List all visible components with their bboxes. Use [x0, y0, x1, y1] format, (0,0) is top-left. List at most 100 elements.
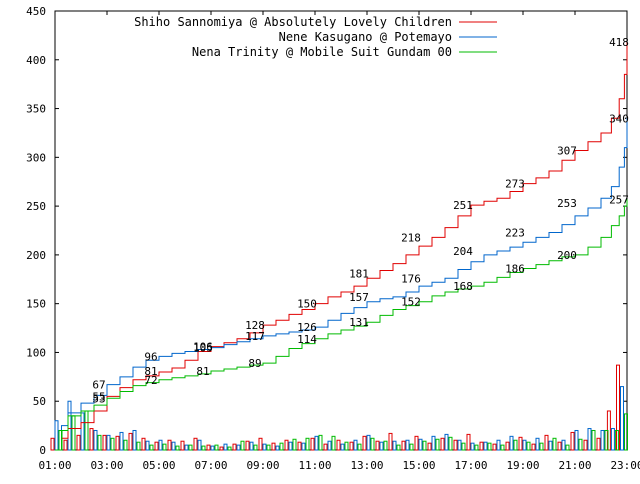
- bar: [624, 413, 628, 451]
- data-label: 251: [453, 199, 473, 212]
- bar: [292, 438, 297, 451]
- bar: [422, 440, 427, 451]
- bar: [223, 443, 228, 451]
- data-label: 131: [349, 316, 369, 329]
- data-label: 218: [401, 231, 421, 244]
- bar: [249, 441, 254, 451]
- data-label: 55: [92, 390, 105, 403]
- y-tick-label: 100: [26, 346, 46, 359]
- data-label: 150: [297, 298, 317, 311]
- bar: [297, 441, 302, 451]
- bar: [184, 444, 189, 451]
- data-label: 418: [609, 36, 629, 49]
- data-label: 204: [453, 245, 473, 258]
- y-tick-label: 0: [39, 444, 46, 457]
- bar: [318, 434, 323, 451]
- bar: [271, 442, 276, 451]
- x-tick-label: 23:00: [610, 459, 640, 472]
- bar: [149, 444, 154, 451]
- legend-label: Shiho Sannomiya @ Absolutely Lovely Chil…: [134, 15, 452, 29]
- bar: [167, 439, 172, 451]
- bar: [357, 443, 362, 451]
- bar: [89, 428, 94, 451]
- bar: [193, 437, 198, 451]
- data-label: 105: [193, 342, 213, 355]
- data-label: 126: [297, 321, 317, 334]
- bar: [71, 415, 76, 451]
- bar: [604, 429, 609, 451]
- bar: [310, 437, 315, 451]
- bar: [188, 444, 193, 451]
- bar: [115, 435, 120, 451]
- bar: [197, 439, 202, 451]
- y-tick-label: 300: [26, 151, 46, 164]
- bar: [340, 443, 345, 451]
- bar: [388, 432, 393, 451]
- bar: [457, 439, 462, 451]
- legend-label: Nene Kasugano @ Potemayo: [279, 30, 452, 44]
- data-labels-layer: 55 81 106 128 150 181 218 251 273 307 418 67 96 105 11…: [92, 36, 629, 405]
- bar: [440, 437, 445, 451]
- x-tick-label: 17:00: [454, 459, 487, 472]
- bar: [383, 440, 388, 451]
- bar: [80, 412, 85, 451]
- bar: [240, 440, 245, 451]
- bar: [409, 443, 414, 451]
- bar: [427, 442, 432, 451]
- bar: [123, 439, 128, 451]
- bar: [444, 433, 449, 451]
- bar: [245, 440, 250, 451]
- bar: [305, 437, 310, 451]
- y-tick-label: 200: [26, 249, 46, 262]
- bar: [561, 439, 566, 451]
- bar: [496, 439, 501, 451]
- bar: [284, 439, 289, 451]
- data-label: 117: [245, 330, 265, 343]
- bar: [366, 434, 371, 451]
- bar: [93, 429, 98, 451]
- data-label: 176: [401, 272, 421, 285]
- y-tick-label: 50: [33, 395, 46, 408]
- data-label: 273: [505, 178, 525, 191]
- bar: [206, 444, 211, 451]
- bar: [110, 437, 115, 451]
- bar: [344, 441, 349, 451]
- bar: [531, 443, 536, 451]
- bar: [253, 444, 258, 451]
- bar: [548, 440, 553, 451]
- data-label: 106: [193, 341, 213, 354]
- bar: [97, 434, 102, 451]
- bar: [370, 437, 375, 451]
- bar: [214, 444, 219, 451]
- bar: [175, 445, 180, 451]
- bar: [314, 435, 319, 451]
- bar: [336, 439, 341, 451]
- y-tick-label: 150: [26, 298, 46, 311]
- bar: [587, 428, 592, 451]
- bar: [453, 439, 458, 451]
- x-tick-label: 03:00: [90, 459, 123, 472]
- bar: [262, 443, 267, 451]
- data-label: 53: [92, 392, 105, 405]
- data-label: 307: [557, 145, 577, 158]
- bar: [210, 445, 215, 451]
- bar: [50, 437, 55, 451]
- x-tick-label: 09:00: [246, 459, 279, 472]
- data-label: 72: [144, 374, 157, 387]
- bar: [500, 444, 505, 451]
- x-tick-label: 13:00: [350, 459, 383, 472]
- bar: [232, 443, 237, 451]
- bar: [509, 435, 514, 451]
- bar: [180, 440, 185, 451]
- data-label: 81: [196, 365, 209, 378]
- data-label: 89: [248, 357, 261, 370]
- bar: [128, 432, 133, 451]
- bar: [84, 410, 89, 451]
- bar: [119, 431, 124, 451]
- data-label: 181: [349, 267, 369, 280]
- data-label: 114: [297, 333, 317, 346]
- bar: [431, 435, 436, 451]
- bar: [418, 438, 423, 451]
